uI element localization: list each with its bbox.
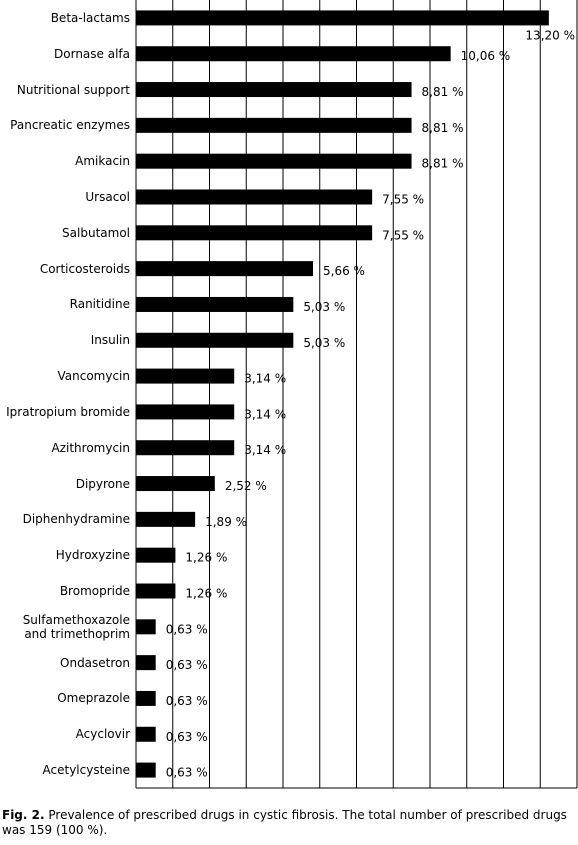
bar [136, 82, 412, 98]
category-label: Nutritional support [16, 82, 130, 97]
caption-label: Fig. 2. [2, 808, 45, 822]
bar [136, 261, 314, 277]
category-label: Diphenhydramine [22, 512, 130, 527]
value-label: 8,81 % [422, 157, 464, 171]
category-label: Sulfamethoxazole and trimethoprim [22, 612, 130, 641]
value-label: 2,52 % [225, 479, 267, 493]
bar [136, 511, 196, 527]
bar [136, 404, 235, 420]
bar [136, 547, 176, 563]
category-label: Ursacol [85, 190, 130, 204]
bar [136, 762, 156, 778]
value-label: 0,63 % [166, 766, 208, 780]
category-label: Omeprazole [57, 691, 130, 706]
bar [136, 690, 156, 706]
value-label: 0,63 % [166, 622, 208, 636]
category-label: Ipratropium bromide [6, 404, 130, 419]
bar [136, 225, 373, 241]
value-label: 8,81 % [422, 121, 464, 135]
value-label: 0,63 % [166, 730, 208, 744]
value-label: 1,26 % [185, 551, 227, 565]
caption: Fig. 2. Prevalence of prescribed drugs i… [2, 808, 578, 838]
category-label: Bromopride [59, 584, 130, 598]
category-label: Corticosteroids [39, 261, 130, 276]
value-label: 1,26 % [185, 587, 227, 601]
bar [136, 296, 294, 312]
bar [136, 619, 156, 635]
bar [136, 440, 235, 456]
category-label: Ondasetron [60, 655, 130, 670]
category-label: Acetylcysteine [42, 763, 130, 778]
value-label: 3,14 % [244, 372, 286, 386]
value-label: 7,55 % [382, 228, 424, 242]
category-label: Insulin [90, 333, 130, 348]
value-label: 5,03 % [303, 300, 345, 314]
value-label: 3,14 % [244, 443, 286, 457]
value-label: 1,89 % [205, 515, 247, 529]
bar [136, 476, 215, 492]
value-label: 0,63 % [166, 694, 208, 708]
bar [136, 726, 156, 742]
category-label: Dipyrone [75, 476, 130, 491]
category-label: Acyclovir [75, 727, 130, 742]
value-label: 5,66 % [323, 264, 365, 278]
value-label: 8,81 % [422, 85, 464, 99]
category-label: Pancreatic enzymes [10, 118, 130, 133]
bar [136, 368, 235, 384]
category-label: Salbutamol [62, 225, 130, 240]
category-label: Hydroxyzine [55, 548, 130, 563]
bar [136, 583, 176, 599]
category-label: Dornase alfa [54, 46, 130, 61]
caption-text: Prevalence of prescribed drugs in cystic… [2, 808, 567, 837]
value-label: 13,20 % [525, 28, 575, 42]
bar [136, 153, 412, 169]
value-label: 3,14 % [244, 407, 286, 421]
value-label: 5,03 % [303, 336, 345, 350]
category-label: Vancomycin [57, 369, 130, 384]
bar [136, 655, 156, 671]
bar [136, 117, 412, 133]
bar [136, 10, 549, 26]
bar [136, 46, 451, 62]
bar [136, 332, 294, 348]
category-label: Beta-lactams [50, 10, 130, 25]
value-label: 0,63 % [166, 658, 208, 672]
value-label: 10,06 % [461, 49, 511, 63]
bar [136, 189, 373, 205]
chart: 13,20 % 10,06 % 8,81 % 8,81 % 8,81 % 7,55 % 7,… [135, 0, 578, 789]
category-label: Amikacin [75, 154, 130, 169]
category-label: Ranitidine [69, 297, 130, 312]
category-label: Azithromycin [51, 440, 131, 455]
value-label: 7,55 % [382, 193, 424, 207]
